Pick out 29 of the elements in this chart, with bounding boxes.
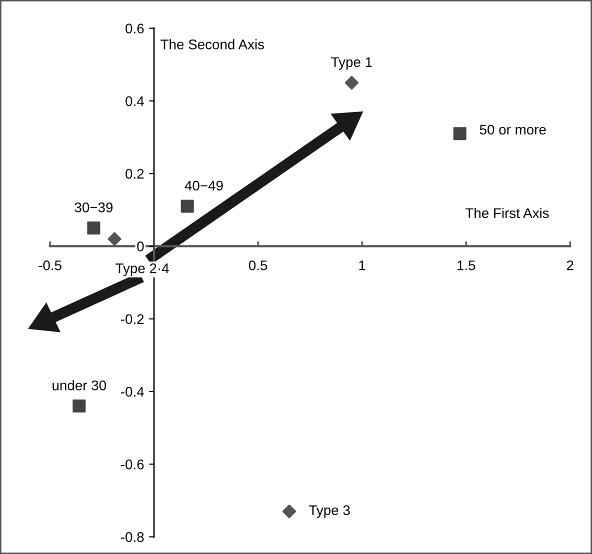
x-tick-label: -0.5 bbox=[38, 260, 62, 270]
annotation: 30−39 bbox=[74, 202, 113, 212]
point bbox=[180, 200, 194, 213]
y-tick-label: 0 bbox=[137, 242, 144, 252]
x-tick-label: 1 bbox=[359, 260, 366, 270]
x-tick-label: 2 bbox=[566, 260, 574, 270]
annotation: 50 or more bbox=[480, 124, 546, 135]
y-axis-title: The Second Axis bbox=[160, 39, 264, 50]
annotation: Type 1 bbox=[331, 57, 372, 70]
x-tick-label: 0.5 bbox=[248, 260, 268, 270]
point bbox=[453, 127, 466, 140]
annotation: 40−49 bbox=[184, 180, 223, 191]
point bbox=[282, 504, 296, 518]
y-tick-label: -0.4 bbox=[121, 386, 144, 397]
point bbox=[344, 76, 359, 90]
point bbox=[87, 222, 100, 235]
annotation: Type 2·4 bbox=[116, 263, 169, 276]
annotation: under 30 bbox=[52, 380, 106, 390]
y-tick-label: 0.2 bbox=[126, 168, 144, 179]
y-tick-label: -0.2 bbox=[121, 314, 144, 324]
point bbox=[108, 232, 122, 246]
y-tick-label: -0.8 bbox=[121, 532, 144, 542]
y-tick-label: 0.4 bbox=[126, 96, 144, 106]
annotation: Type 3 bbox=[309, 505, 350, 518]
y-tick-label: -0.6 bbox=[121, 460, 144, 470]
x-axis-title: The First Axis bbox=[465, 208, 549, 218]
y-tick-label: 0.6 bbox=[126, 24, 144, 34]
x-tick-label: 1.5 bbox=[457, 260, 476, 270]
point bbox=[72, 400, 86, 413]
